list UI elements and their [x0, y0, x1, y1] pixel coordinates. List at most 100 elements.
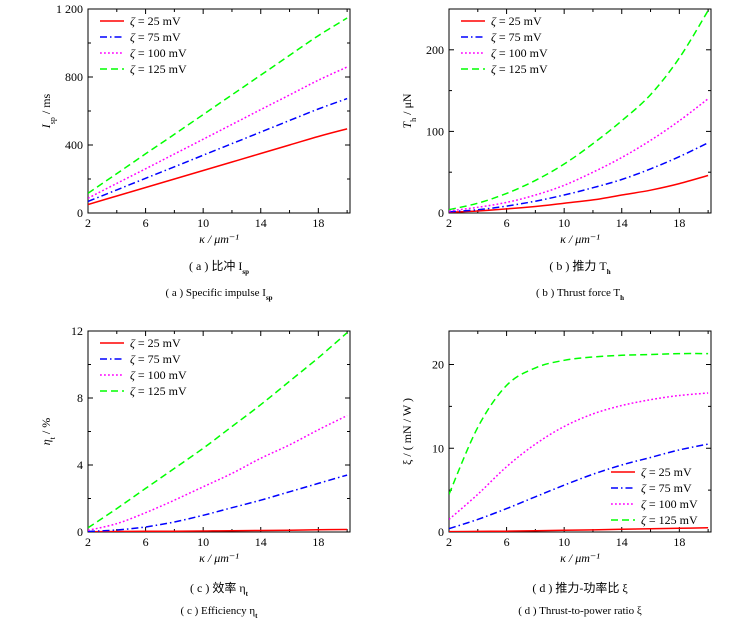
x-tick-label: 2	[85, 535, 91, 549]
legend-symbol: ζ	[641, 481, 647, 495]
y-axis-label: Isp / ms	[39, 93, 57, 129]
legend-label-3: ζ = 100 mV	[491, 46, 548, 60]
legend-label-3: ζ = 100 mV	[641, 497, 698, 511]
x-tick-label: 18	[673, 535, 685, 549]
y-tick-label: 0	[77, 525, 83, 539]
legend-value: = 100 mV	[646, 497, 698, 511]
legend: ζ = 25 mVζ = 75 mVζ = 100 mVζ = 125 mV	[100, 14, 187, 76]
x-tick-label: 18	[673, 216, 685, 230]
series-line-1	[449, 174, 709, 213]
y-axis-subscript: sp	[48, 117, 57, 124]
text-subscript: sp	[242, 268, 249, 276]
legend-value: = 75 mV	[646, 481, 692, 495]
series-line-1	[88, 528, 348, 532]
x-tick-label: 18	[312, 535, 324, 549]
y-tick-label: 400	[65, 138, 83, 152]
series-line-4	[88, 332, 348, 529]
legend-symbol: ζ	[641, 513, 647, 527]
x-tick-label: 2	[85, 216, 91, 230]
legend-label-1: ζ = 25 mV	[641, 465, 692, 479]
series-line-2	[88, 97, 348, 203]
y-tick-label: 8	[77, 391, 83, 405]
legend-label-2: ζ = 75 mV	[130, 30, 181, 44]
legend-symbol: ζ	[130, 384, 136, 398]
x-axis-label: κ / μm⁻¹	[560, 551, 600, 565]
legend-symbol: ζ	[130, 62, 136, 76]
series-line-4	[449, 352, 709, 495]
legend-value: = 100 mV	[496, 46, 548, 60]
x-tick-label: 6	[504, 535, 510, 549]
legend-value: = 125 mV	[135, 62, 187, 76]
text-subscript: h	[620, 294, 624, 302]
x-tick-label: 14	[616, 216, 628, 230]
legend-value: = 25 mV	[646, 465, 692, 479]
y-tick-label: 100	[426, 124, 444, 138]
legend-value: = 75 mV	[496, 30, 542, 44]
y-tick-label: 10	[432, 441, 444, 455]
y-axis-label: Th / μN	[400, 93, 418, 128]
legend-label-1: ζ = 25 mV	[130, 336, 181, 350]
x-tick-label: 10	[558, 216, 570, 230]
x-tick-label: 14	[255, 216, 267, 230]
series-line-3	[449, 392, 709, 520]
legend: ζ = 25 mVζ = 75 mVζ = 100 mVζ = 125 mV	[461, 14, 548, 76]
legend-symbol: ζ	[491, 30, 497, 44]
legend-label-4: ζ = 125 mV	[491, 62, 548, 76]
x-tick-label: 2	[446, 216, 452, 230]
series-line-1	[88, 128, 348, 206]
chart-panel-4: 2 6 10 14 18 0 10 20 κ / μm⁻¹ ξ / ( mN / W ) ζ = 2…	[400, 330, 712, 617]
caption-english: ( c ) Efficiency ηt	[181, 605, 259, 620]
y-axis-symbol: I	[39, 123, 53, 129]
series-line-4	[449, 10, 709, 211]
y-tick-label: 800	[65, 70, 83, 84]
legend-symbol: ζ	[130, 30, 136, 44]
y-tick-label: 200	[426, 43, 444, 57]
legend-value: = 100 mV	[135, 46, 187, 60]
legend-value: = 75 mV	[135, 352, 181, 366]
caption-chinese: ( a ) 比冲 Isp	[189, 258, 249, 276]
series-line-2	[449, 443, 709, 530]
caption-chinese: ( b ) 推力 Th	[549, 259, 610, 276]
x-tick-label: 14	[616, 535, 628, 549]
y-tick-label: 12	[71, 324, 83, 338]
x-tick-label: 6	[143, 216, 149, 230]
x-tick-label: 10	[558, 535, 570, 549]
legend: ζ = 25 mVζ = 75 mVζ = 100 mVζ = 125 mV	[100, 336, 187, 398]
legend-value: = 100 mV	[135, 368, 187, 382]
x-tick-label: 6	[143, 535, 149, 549]
plot-frame	[87, 8, 351, 214]
y-axis-label: ξ / ( mN / W )	[400, 398, 414, 465]
legend-symbol: ζ	[491, 46, 497, 60]
x-tick-label: 6	[504, 216, 510, 230]
y-tick-label: 1 200	[56, 2, 83, 16]
x-tick-label: 18	[312, 216, 324, 230]
y-tick-label: 0	[438, 206, 444, 220]
series-line-3	[88, 414, 348, 532]
legend-symbol: ζ	[130, 14, 136, 28]
legend-symbol: ζ	[130, 336, 136, 350]
series-line-3	[449, 98, 709, 212]
legend-label-1: ζ = 25 mV	[130, 14, 181, 28]
y-tick-label: 0	[77, 206, 83, 220]
x-tick-label: 2	[446, 535, 452, 549]
caption-chinese: ( d ) 推力-功率比 ξ	[532, 580, 628, 595]
legend-label-4: ζ = 125 mV	[641, 513, 698, 527]
series-line-2	[449, 142, 709, 213]
plot-frame	[448, 330, 712, 533]
legend: ζ = 25 mVζ = 75 mVζ = 100 mVζ = 125 mV	[611, 465, 698, 527]
caption-english: ( b ) Thrust force Th	[536, 287, 624, 302]
x-axis-label: κ / μm⁻¹	[199, 232, 239, 246]
y-tick-label: 4	[77, 458, 83, 472]
series-line-4	[88, 17, 348, 194]
text-main: ( b ) 推力 T	[549, 259, 607, 273]
legend-symbol: ζ	[130, 368, 136, 382]
legend-label-1: ζ = 25 mV	[491, 14, 542, 28]
legend-value: = 25 mV	[135, 14, 181, 28]
legend-symbol: ζ	[491, 14, 497, 28]
y-axis-symbol: T	[400, 121, 414, 129]
y-tick-label: 0	[438, 525, 444, 539]
legend-label-2: ζ = 75 mV	[491, 30, 542, 44]
legend-label-4: ζ = 125 mV	[130, 62, 187, 76]
text-subscript: h	[607, 268, 611, 276]
